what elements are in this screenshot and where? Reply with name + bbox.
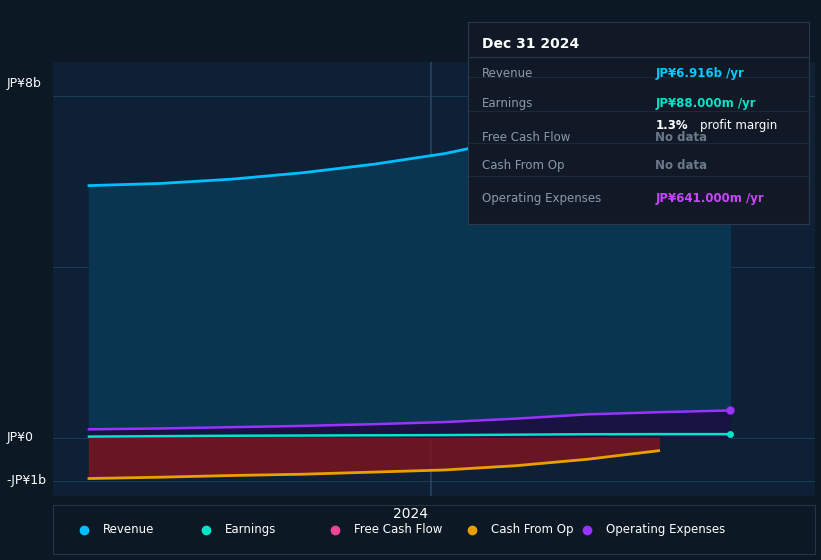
Text: Dec 31 2024: Dec 31 2024 xyxy=(482,36,579,50)
Text: Revenue: Revenue xyxy=(103,523,154,536)
Text: Earnings: Earnings xyxy=(482,97,533,110)
Text: Cash From Op: Cash From Op xyxy=(482,160,564,172)
Text: JP¥88.000m /yr: JP¥88.000m /yr xyxy=(655,97,756,110)
Text: -JP¥1b: -JP¥1b xyxy=(7,474,47,487)
Text: Free Cash Flow: Free Cash Flow xyxy=(355,523,443,536)
Text: profit margin: profit margin xyxy=(699,119,777,132)
Text: Free Cash Flow: Free Cash Flow xyxy=(482,131,570,144)
Text: 2024: 2024 xyxy=(393,507,428,521)
Text: JP¥0: JP¥0 xyxy=(7,431,34,445)
Text: Operating Expenses: Operating Expenses xyxy=(606,523,725,536)
Text: No data: No data xyxy=(655,131,708,144)
Text: Cash From Op: Cash From Op xyxy=(492,523,574,536)
Text: Revenue: Revenue xyxy=(482,67,533,80)
Text: Earnings: Earnings xyxy=(225,523,276,536)
Text: Operating Expenses: Operating Expenses xyxy=(482,192,601,205)
Text: JP¥8b: JP¥8b xyxy=(7,77,41,90)
Text: No data: No data xyxy=(655,160,708,172)
Text: JP¥6.916b /yr: JP¥6.916b /yr xyxy=(655,67,745,80)
Text: JP¥641.000m /yr: JP¥641.000m /yr xyxy=(655,192,764,205)
Text: 1.3%: 1.3% xyxy=(655,119,688,132)
